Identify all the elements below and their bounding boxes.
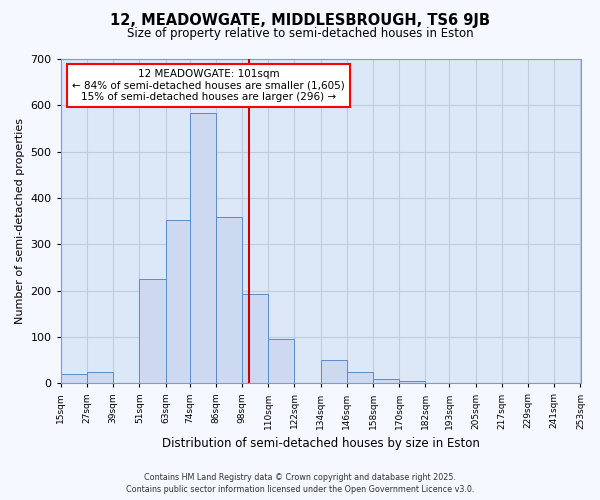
Bar — [139, 279, 166, 384]
Bar — [320, 360, 347, 384]
Bar — [87, 372, 113, 384]
Bar — [61, 374, 87, 384]
Bar — [399, 381, 425, 384]
Text: 12 MEADOWGATE: 101sqm
← 84% of semi-detached houses are smaller (1,605)
15% of s: 12 MEADOWGATE: 101sqm ← 84% of semi-deta… — [73, 68, 345, 102]
Bar — [373, 378, 399, 384]
Text: Contains HM Land Registry data © Crown copyright and database right 2025.
Contai: Contains HM Land Registry data © Crown c… — [126, 473, 474, 494]
Text: 12, MEADOWGATE, MIDDLESBROUGH, TS6 9JB: 12, MEADOWGATE, MIDDLESBROUGH, TS6 9JB — [110, 12, 490, 28]
Bar — [216, 218, 242, 384]
Bar — [347, 372, 373, 384]
Bar — [190, 113, 216, 384]
X-axis label: Distribution of semi-detached houses by size in Eston: Distribution of semi-detached houses by … — [161, 437, 479, 450]
Bar — [166, 220, 190, 384]
Text: Size of property relative to semi-detached houses in Eston: Size of property relative to semi-detach… — [127, 28, 473, 40]
Bar — [268, 339, 295, 384]
Bar — [242, 294, 268, 384]
Y-axis label: Number of semi-detached properties: Number of semi-detached properties — [15, 118, 25, 324]
